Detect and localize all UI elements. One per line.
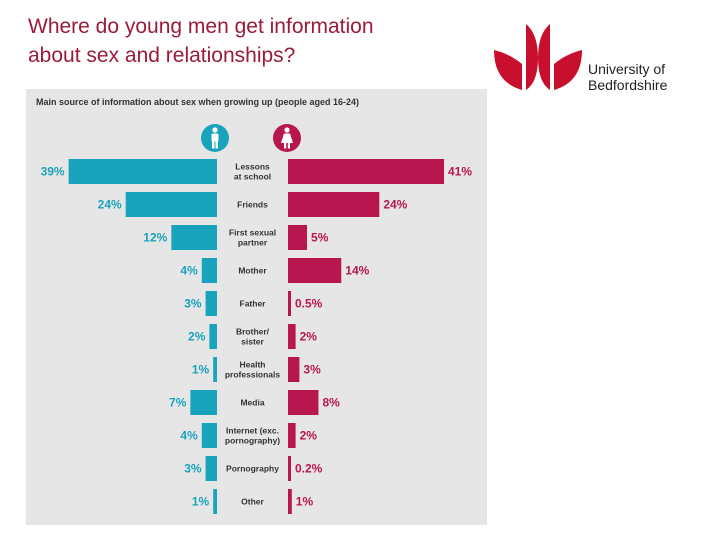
data-label-male: 3%: [184, 297, 202, 311]
category-label: Pornography: [226, 464, 279, 474]
category-label: First sexual: [229, 228, 276, 238]
category-label: Lessons: [235, 162, 270, 172]
category-label: Internet (exc.: [226, 426, 279, 436]
bar-male: [205, 456, 217, 481]
data-label-male: 3%: [184, 462, 202, 476]
category-label: Health: [240, 360, 266, 370]
bar-female: [288, 324, 296, 349]
data-label-male: 1%: [192, 363, 210, 377]
bar-male: [190, 390, 217, 415]
bar-male: [125, 192, 217, 217]
slide-title-line-2: about sex and relationships?: [28, 44, 296, 67]
bar-female: [288, 489, 292, 514]
data-label-female: 1%: [296, 495, 314, 509]
bar-male: [213, 489, 217, 514]
category-label: sister: [241, 337, 264, 347]
category-label: Father: [240, 299, 267, 309]
bar-female: [288, 423, 296, 448]
male-icon: [201, 124, 229, 152]
chart-title: Main source of information about sex whe…: [36, 97, 359, 107]
bar-female: [288, 291, 291, 316]
data-label-female: 0.2%: [295, 462, 323, 476]
bar-male: [213, 357, 217, 382]
category-label: Mother: [238, 266, 267, 276]
butterfly-bar-chart: Main source of information about sex whe…: [36, 97, 472, 514]
category-label: Brother/: [236, 327, 270, 337]
category-label: at school: [234, 172, 271, 182]
data-label-male: 4%: [180, 264, 198, 278]
data-label-female: 24%: [383, 198, 407, 212]
university-logo: University of Bedfordshire: [492, 20, 692, 100]
category-label: Media: [240, 398, 264, 408]
data-label-male: 7%: [169, 396, 187, 410]
data-label-female: 3%: [303, 363, 321, 377]
bar-male: [201, 423, 217, 448]
data-label-female: 8%: [322, 396, 340, 410]
bar-female: [288, 456, 291, 481]
bar-female: [288, 192, 380, 217]
data-label-male: 4%: [180, 429, 198, 443]
data-label-male: 24%: [98, 198, 122, 212]
category-label: Other: [241, 497, 264, 507]
data-label-female: 2%: [300, 429, 318, 443]
bar-female: [288, 225, 308, 250]
data-label-female: 41%: [448, 165, 472, 179]
bar-male: [209, 324, 217, 349]
category-label: pornography): [225, 436, 280, 446]
data-label-female: 2%: [300, 330, 318, 344]
category-label: partner: [238, 238, 268, 248]
data-label-female: 5%: [311, 231, 329, 245]
bar-male: [68, 159, 217, 184]
data-label-female: 0.5%: [295, 297, 323, 311]
logo-line-2: Bedfordshire: [588, 77, 668, 93]
data-label-male: 2%: [188, 330, 206, 344]
bar-female: [288, 357, 300, 382]
bar-male: [201, 258, 217, 283]
data-label-male: 12%: [143, 231, 167, 245]
slide-title-line-1: Where do young men get information: [28, 15, 374, 38]
bar-female: [288, 258, 342, 283]
bar-female: [288, 390, 319, 415]
data-label-male: 1%: [192, 495, 210, 509]
tulip-logo-icon: [494, 24, 582, 90]
data-label-female: 14%: [345, 264, 369, 278]
slide-title: Where do young men get information about…: [28, 12, 478, 70]
bar-female: [288, 159, 444, 184]
category-label: Friends: [237, 200, 268, 210]
logo-line-1: University of: [588, 61, 666, 77]
logo-wordmark: University of Bedfordshire: [588, 61, 667, 93]
bar-male: [205, 291, 217, 316]
chart-panel: Main source of information about sex whe…: [26, 89, 487, 525]
data-label-male: 39%: [41, 165, 65, 179]
bar-male: [171, 225, 217, 250]
female-icon: [273, 124, 301, 152]
category-label: professionals: [225, 370, 281, 380]
